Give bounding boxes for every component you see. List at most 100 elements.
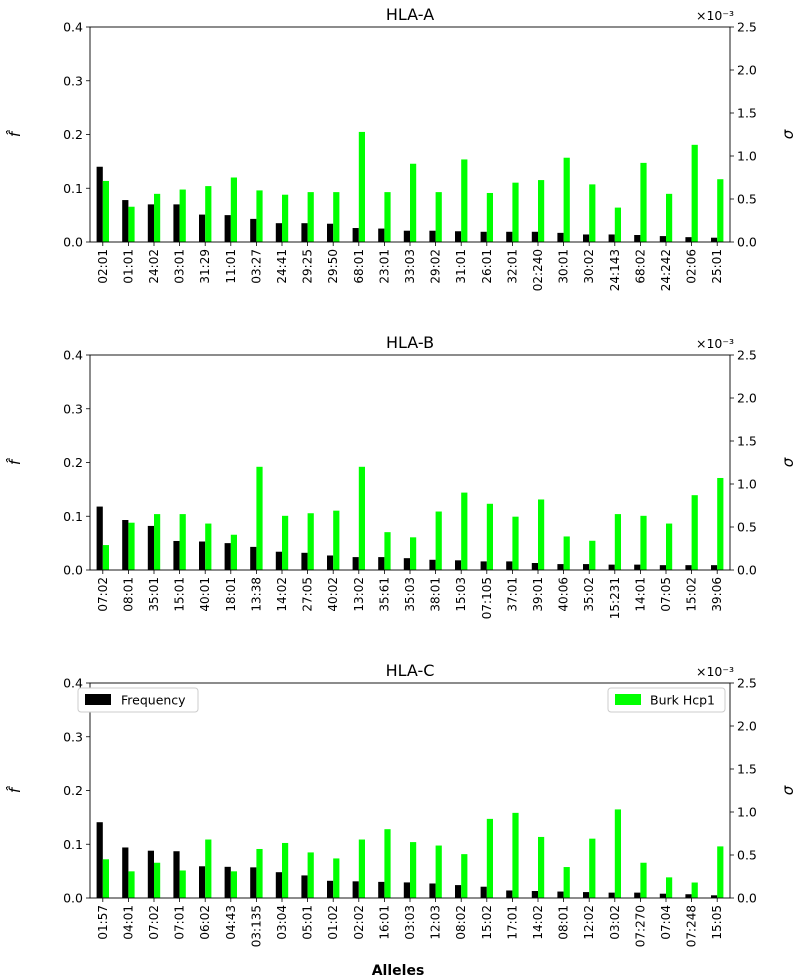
- bar-frequency: [147, 850, 154, 898]
- y-tick-label-right: 1.5: [737, 762, 757, 777]
- bar-burk-hcp1: [538, 836, 545, 898]
- bar-burk-hcp1: [435, 511, 442, 570]
- x-tick-label: 03:04: [275, 905, 289, 940]
- x-tick-label: 30:02: [582, 249, 596, 284]
- bar-frequency: [685, 237, 692, 242]
- y-tick-label-right: 2.0: [737, 719, 757, 734]
- bar-burk-hcp1: [384, 532, 391, 570]
- bar-frequency: [224, 215, 231, 242]
- x-tick-label: 07:04: [659, 905, 673, 940]
- y-tick-label-left: 0.3: [63, 729, 83, 744]
- bar-frequency: [122, 520, 129, 570]
- legend-burk: Burk Hcp1: [607, 687, 726, 713]
- bar-burk-hcp1: [614, 207, 621, 242]
- bar-burk-hcp1: [128, 871, 135, 898]
- axes-frame: [89, 26, 731, 243]
- bar-burk-hcp1: [614, 514, 621, 570]
- bar-burk-hcp1: [282, 194, 289, 242]
- bar-burk-hcp1: [307, 192, 314, 242]
- bar-burk-hcp1: [666, 193, 673, 242]
- bar-frequency: [506, 231, 513, 242]
- bar-frequency: [583, 234, 590, 242]
- bar-burk-hcp1: [154, 514, 161, 570]
- bar-burk-hcp1: [717, 846, 724, 898]
- bar-frequency: [199, 866, 206, 898]
- bar-frequency: [275, 223, 282, 242]
- x-tick-label: 07:05: [659, 577, 673, 612]
- legend-label-frequency: Frequency: [121, 693, 186, 708]
- x-tick-label: 35:61: [377, 577, 391, 612]
- x-tick-label: 29:50: [326, 249, 340, 284]
- x-tick-label: 68:01: [352, 249, 366, 284]
- bar-frequency: [403, 230, 410, 242]
- bar-burk-hcp1: [333, 192, 340, 242]
- x-tick-label: 39:01: [531, 577, 545, 612]
- bar-burk-hcp1: [333, 510, 340, 570]
- x-tick-label: 14:01: [633, 577, 647, 612]
- bar-frequency: [352, 228, 359, 242]
- bar-burk-hcp1: [102, 859, 109, 898]
- y-tick-label-left: 0.2: [63, 783, 83, 798]
- bar-burk-hcp1: [230, 177, 237, 242]
- x-tick-label: 11:01: [224, 249, 238, 284]
- bar-frequency: [96, 822, 103, 898]
- bar-frequency: [659, 236, 666, 242]
- bar-burk-hcp1: [256, 848, 263, 898]
- x-tick-label: 37:01: [505, 577, 519, 612]
- bar-frequency: [199, 214, 206, 242]
- x-tick-label: 07:270: [633, 905, 647, 947]
- bar-burk-hcp1: [128, 522, 135, 570]
- y-axis-label-left: f̂: [5, 457, 24, 465]
- bar-burk-hcp1: [179, 514, 186, 570]
- x-tick-label: 08:02: [454, 905, 468, 940]
- y-tick-label-left: 0.1: [63, 181, 83, 196]
- x-tick-label: 03:02: [608, 905, 622, 940]
- bar-burk-hcp1: [691, 495, 698, 570]
- bar-burk-hcp1: [589, 540, 596, 570]
- x-tick-label: 06:02: [198, 905, 212, 940]
- bar-burk-hcp1: [205, 839, 212, 898]
- bar-burk-hcp1: [461, 159, 468, 242]
- bar-burk-hcp1: [486, 192, 493, 242]
- legend-label-burk: Burk Hcp1: [650, 693, 715, 708]
- bar-burk-hcp1: [205, 186, 212, 242]
- x-tick-label: 39:06: [710, 577, 724, 612]
- bar-burk-hcp1: [410, 163, 417, 242]
- x-tick-label: 35:02: [582, 577, 596, 612]
- x-tick-label: 07:01: [173, 905, 187, 940]
- bar-frequency: [557, 891, 564, 898]
- y-tick-label-left: 0.3: [63, 73, 83, 88]
- x-tick-label: 14:02: [531, 905, 545, 940]
- bar-frequency: [531, 231, 538, 242]
- x-tick-label: 40:06: [557, 577, 571, 612]
- chart-title: HLA-A: [386, 5, 434, 24]
- bar-burk-hcp1: [410, 537, 417, 570]
- y-tick-label-right: 0.0: [737, 563, 757, 578]
- bar-frequency: [403, 558, 410, 570]
- x-tick-label: 35:03: [403, 577, 417, 612]
- axes-frame: [89, 354, 731, 571]
- right-axis-multiplier: ×10⁻³: [696, 664, 734, 679]
- x-tick-label: 25:01: [710, 249, 724, 284]
- bar-frequency: [711, 237, 718, 242]
- bar-burk-hcp1: [384, 829, 391, 898]
- bar-frequency: [147, 525, 154, 570]
- bar-burk-hcp1: [538, 499, 545, 570]
- x-tick-label: 27:05: [301, 577, 315, 612]
- bar-burk-hcp1: [563, 536, 570, 570]
- bar-burk-hcp1: [717, 179, 724, 242]
- bar-burk-hcp1: [230, 534, 237, 570]
- bar-frequency: [301, 875, 308, 898]
- bar-frequency: [711, 895, 718, 898]
- x-tick-label: 26:01: [480, 249, 494, 284]
- y-tick-label-left: 0.4: [63, 20, 83, 35]
- x-tick-label: 02:01: [96, 249, 110, 284]
- bar-frequency: [608, 564, 615, 570]
- bar-burk-hcp1: [691, 144, 698, 242]
- bar-frequency: [480, 886, 487, 898]
- bar-burk-hcp1: [384, 192, 391, 242]
- x-tick-label: 13:02: [352, 577, 366, 612]
- x-tick-label: 16:01: [377, 905, 391, 940]
- bar-frequency: [224, 543, 231, 570]
- bar-burk-hcp1: [410, 842, 417, 898]
